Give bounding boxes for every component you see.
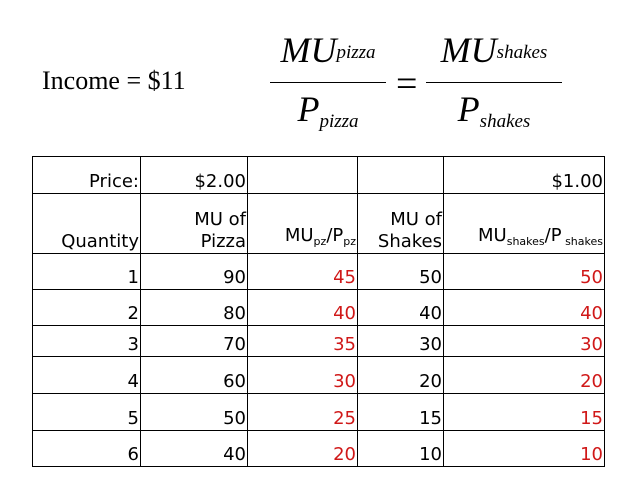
ratio-shakes-cell: 20: [443, 356, 605, 394]
empty-cell: [247, 156, 358, 194]
pizza-denominator: Ppizza: [268, 87, 388, 137]
table-row: 2 80 40 40 40: [32, 289, 605, 326]
ratio-pizza-cell: 45: [247, 253, 358, 290]
ratio-shakes-cell: 10: [443, 430, 605, 467]
mu-shakes-cell: 30: [357, 325, 444, 357]
pizza-price: $2.00: [140, 156, 248, 194]
shakes-subscript: shakes: [479, 111, 531, 132]
ratio-pizza-cell: 20: [247, 430, 358, 467]
mu-shakes-cell: 20: [357, 356, 444, 394]
shakes-fraction: MUshakes Pshakes: [424, 28, 564, 137]
ratio-shakes-cell: 15: [443, 393, 605, 431]
price-row: Price: $2.00 $1.00: [32, 156, 605, 194]
header-subscript: shakes: [561, 235, 603, 248]
pizza-subscript: pizza: [319, 111, 359, 132]
empty-cell: [357, 156, 444, 194]
table-row: 6 40 20 10 10: [32, 430, 605, 467]
table-row: 5 50 25 15 15: [32, 393, 605, 431]
fraction-bar: [426, 82, 562, 83]
shakes-denominator: Pshakes: [424, 87, 564, 137]
price-label: Price:: [32, 156, 141, 194]
ratio-pizza-cell: 25: [247, 393, 358, 431]
mu-pizza-cell: 40: [140, 430, 248, 467]
header-line: MU of: [390, 209, 442, 230]
income-label: Income = $11: [42, 66, 186, 95]
mu-symbol: MU: [440, 30, 497, 70]
ratio-pizza-cell: 30: [247, 356, 358, 394]
shakes-price: $1.00: [443, 156, 605, 194]
mu-pizza-header: MU of Pizza: [140, 193, 248, 254]
ratio-pizza-cell: 35: [247, 325, 358, 357]
header-subscript: shakes: [506, 235, 545, 248]
mu-shakes-cell: 10: [357, 430, 444, 467]
mu-pizza-cell: 80: [140, 289, 248, 326]
equals-sign: =: [396, 63, 418, 105]
header-text: /P: [326, 225, 344, 246]
pizza-numerator: MUpizza: [268, 28, 388, 78]
pizza-subscript: pizza: [336, 42, 376, 63]
quantity-cell: 4: [32, 356, 141, 394]
table-row: 4 60 30 20 20: [32, 356, 605, 394]
mu-pizza-cell: 60: [140, 356, 248, 394]
table-row: 1 90 45 50 50: [32, 253, 605, 290]
ratio-shakes-cell: 30: [443, 325, 605, 357]
shakes-numerator: MUshakes: [424, 28, 564, 78]
mu-symbol: MU: [280, 30, 337, 70]
mu-pizza-cell: 90: [140, 253, 248, 290]
marginal-utility-table: Price: $2.00 $1.00 Quantity MU of Pizza …: [32, 156, 605, 467]
mu-shakes-cell: 40: [357, 289, 444, 326]
mu-pizza-cell: 70: [140, 325, 248, 357]
header-text: MU: [478, 225, 507, 246]
price-symbol: P: [457, 89, 480, 129]
quantity-cell: 2: [32, 289, 141, 326]
ratio-shakes-cell: 40: [443, 289, 605, 326]
header-row: Quantity MU of Pizza MUpz/Ppz MU of Shak…: [32, 193, 605, 254]
fraction-bar: [270, 82, 386, 83]
mu-per-price-pizza-header: MUpz/Ppz: [247, 193, 358, 254]
quantity-cell: 6: [32, 430, 141, 467]
mu-pizza-cell: 50: [140, 393, 248, 431]
mu-shakes-cell: 50: [357, 253, 444, 290]
mu-shakes-header: MU of Shakes: [357, 193, 444, 254]
header-line: MU of: [194, 209, 246, 230]
header-text: MU: [284, 225, 314, 246]
ratio-pizza-cell: 40: [247, 289, 358, 326]
quantity-cell: 5: [32, 393, 141, 431]
price-symbol: P: [297, 89, 320, 129]
shakes-subscript: shakes: [496, 42, 548, 63]
header-subscript: pz: [343, 235, 356, 248]
quantity-cell: 3: [32, 325, 141, 357]
mu-per-price-shakes-header: MUshakes/P shakes: [443, 193, 605, 254]
table-row: 3 70 35 30 30: [32, 325, 605, 357]
quantity-header: Quantity: [32, 193, 141, 254]
marginal-utility-equation: MUpizza Ppizza = MUshakes Pshakes: [268, 28, 568, 140]
header-line: Pizza: [200, 231, 246, 252]
mu-shakes-cell: 15: [357, 393, 444, 431]
pizza-fraction: MUpizza Ppizza: [268, 28, 388, 137]
header-text: /P: [544, 225, 562, 246]
quantity-cell: 1: [32, 253, 141, 290]
ratio-shakes-cell: 50: [443, 253, 605, 290]
header-subscript: pz: [313, 235, 327, 248]
header-line: Shakes: [377, 231, 442, 252]
